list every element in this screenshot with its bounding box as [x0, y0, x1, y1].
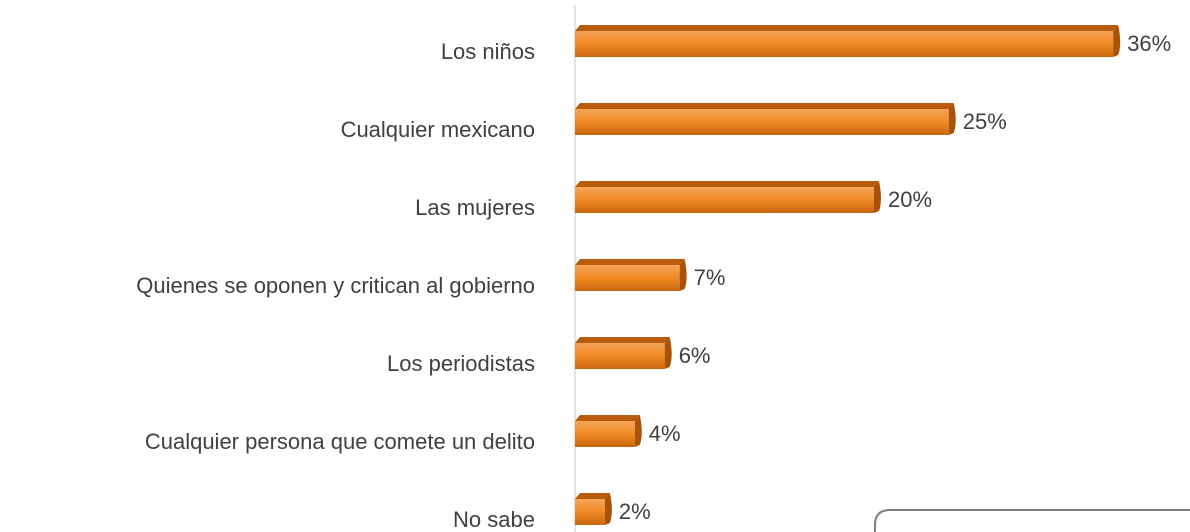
bar	[575, 103, 956, 135]
bar-top	[575, 493, 610, 499]
bar-face	[575, 499, 605, 525]
bar-cap	[634, 415, 642, 447]
bar-face	[575, 187, 874, 213]
bar-face	[575, 109, 949, 135]
bar	[575, 259, 687, 291]
value-label: 25%	[963, 109, 1007, 134]
bar	[575, 415, 642, 447]
category-label: Cualquier mexicano	[341, 117, 535, 142]
bar-cap	[679, 259, 687, 291]
bar-cap	[1113, 25, 1121, 57]
category-label: Los niños	[441, 39, 535, 64]
bar-face	[575, 265, 680, 291]
bar-top	[575, 259, 685, 265]
bar	[575, 337, 672, 369]
text-box	[874, 509, 1190, 532]
bar-face	[575, 343, 665, 369]
category-label: Cualquier persona que comete un delito	[145, 429, 535, 454]
bar-top	[575, 415, 640, 421]
category-label: Las mujeres	[415, 195, 535, 220]
value-label: 36%	[1127, 31, 1171, 56]
bar-top	[575, 103, 954, 109]
value-label: 6%	[679, 343, 711, 368]
bar	[575, 493, 612, 525]
bar-cap	[604, 493, 612, 525]
bar-face	[575, 31, 1114, 57]
bar-top	[575, 337, 670, 343]
value-label: 4%	[649, 421, 681, 446]
category-label: Los periodistas	[387, 351, 535, 376]
value-label: 2%	[619, 499, 651, 524]
bar-cap	[664, 337, 672, 369]
value-label: 20%	[888, 187, 932, 212]
bar-top	[575, 181, 879, 187]
bar-cap	[948, 103, 956, 135]
bar	[575, 181, 881, 213]
value-label: 7%	[694, 265, 726, 290]
bar-cap	[874, 181, 881, 213]
category-label: No sabe	[453, 507, 535, 532]
bar-top	[575, 25, 1119, 31]
bar-face	[575, 421, 635, 447]
bar	[575, 25, 1121, 57]
category-label: Quienes se oponen y critican al gobierno	[136, 273, 535, 298]
